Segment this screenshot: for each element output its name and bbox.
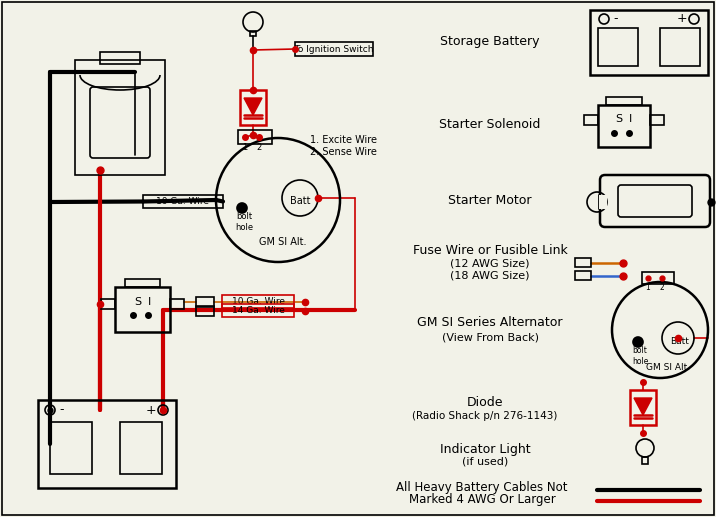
Bar [100, 52, 140, 64]
Text: 2. Sense Wire: 2. Sense Wire [310, 147, 377, 157]
Text: 10 Ga. Wire: 10 Ga. Wire [231, 297, 284, 306]
Bar [38, 400, 176, 488]
Text: I: I [148, 297, 151, 307]
Bar [143, 195, 223, 208]
Text: I: I [629, 114, 633, 124]
Text: (12 AWG Size): (12 AWG Size) [450, 258, 530, 268]
Text: S: S [134, 297, 141, 307]
Text: To Ignition Switch: To Ignition Switch [294, 44, 374, 53]
Text: GM SI Alt.: GM SI Alt. [646, 363, 690, 373]
Bar [295, 42, 373, 56]
Text: -: - [614, 12, 618, 25]
Text: Batt: Batt [290, 196, 310, 206]
Text: 2: 2 [659, 282, 664, 292]
Bar [222, 304, 294, 317]
Polygon shape [634, 398, 652, 415]
Text: Fuse Wire or Fusible Link: Fuse Wire or Fusible Link [412, 244, 567, 256]
Text: 10 Ga. Wire: 10 Ga. Wire [157, 197, 210, 206]
Bar [660, 28, 700, 66]
Bar [75, 60, 165, 175]
Bar [196, 306, 214, 316]
Text: GM SI Series Alternator: GM SI Series Alternator [417, 315, 563, 328]
Text: S: S [616, 114, 623, 124]
Text: bolt
hole: bolt hole [632, 346, 648, 366]
Bar [222, 295, 294, 308]
Text: (Radio Shack p/n 276-1143): (Radio Shack p/n 276-1143) [412, 411, 558, 421]
Bar [50, 422, 92, 474]
Bar [590, 10, 708, 75]
Circle shape [633, 337, 643, 347]
Text: (if used): (if used) [462, 457, 508, 467]
Text: Starter Motor: Starter Motor [448, 193, 532, 206]
Text: +: + [145, 403, 156, 417]
Bar [575, 271, 591, 280]
Bar [642, 272, 674, 284]
Text: Starter Solenoid: Starter Solenoid [440, 118, 541, 131]
Bar [250, 31, 256, 36]
Bar [101, 299, 115, 309]
Bar [120, 422, 162, 474]
Bar [598, 105, 650, 147]
Text: 1: 1 [646, 282, 650, 292]
Bar [575, 258, 591, 267]
Bar [170, 299, 184, 309]
Bar [196, 297, 214, 307]
Text: All Heavy Battery Cables Not: All Heavy Battery Cables Not [396, 480, 568, 494]
Bar [115, 287, 170, 332]
Bar [598, 28, 638, 66]
Bar [240, 90, 266, 125]
Text: 14 Ga. Wire: 14 Ga. Wire [231, 306, 284, 315]
Polygon shape [244, 98, 262, 115]
Bar [606, 97, 642, 105]
Text: GM SI Alt.: GM SI Alt. [259, 237, 306, 247]
Text: Marked 4 AWG Or Larger: Marked 4 AWG Or Larger [409, 493, 556, 506]
Text: bolt
hole: bolt hole [235, 212, 253, 232]
Bar [584, 115, 598, 125]
Text: -: - [59, 403, 64, 417]
Text: Storage Battery: Storage Battery [440, 36, 540, 49]
Bar [599, 195, 607, 209]
Text: 2: 2 [256, 143, 261, 151]
Text: Batt: Batt [671, 337, 690, 345]
Text: (View From Back): (View From Back) [442, 332, 538, 342]
Text: +: + [677, 12, 687, 25]
Bar [238, 130, 272, 144]
Bar [125, 279, 160, 287]
Text: 1: 1 [243, 143, 248, 151]
Text: Diode: Diode [467, 396, 503, 408]
Text: 1. Excite Wire: 1. Excite Wire [310, 135, 377, 145]
Bar [650, 115, 664, 125]
Circle shape [237, 203, 247, 213]
Text: Indicator Light: Indicator Light [440, 444, 531, 457]
Bar [642, 457, 648, 464]
Bar [630, 390, 656, 425]
Text: (18 AWG Size): (18 AWG Size) [450, 271, 530, 281]
